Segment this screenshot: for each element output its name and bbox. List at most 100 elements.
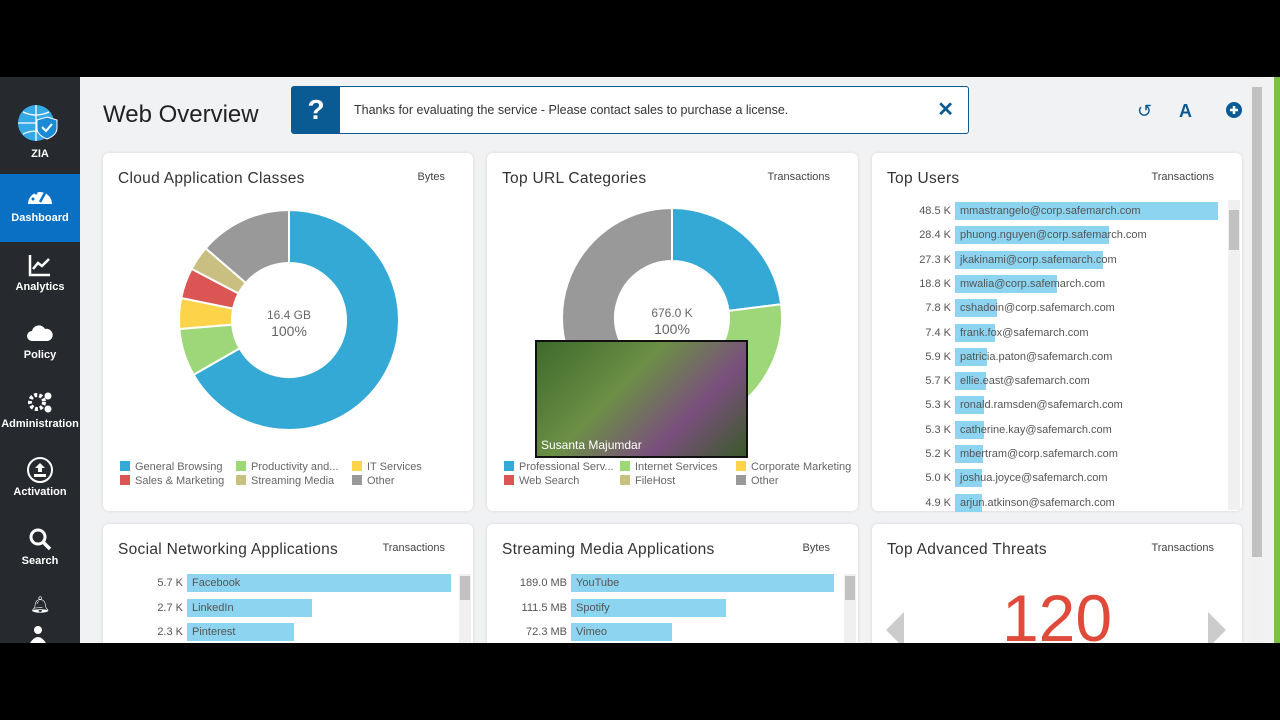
legend-item[interactable]: Internet Services: [620, 461, 736, 473]
legend-label: Other: [367, 475, 395, 487]
bar-row[interactable]: 189.0 MB YouTube: [520, 574, 834, 592]
app: ZIA Dashboard Analytics Policy Administrati…: [0, 77, 1280, 643]
cloud-icon: [0, 319, 80, 347]
donut-slice[interactable]: [192, 208, 400, 431]
upload-icon: [0, 456, 80, 484]
sidebar-item-label: Administration: [1, 417, 79, 430]
bar-row[interactable]: 5.2 K mbertram@corp.safemarch.com: [925, 445, 1218, 463]
scrollbar[interactable]: [1228, 200, 1240, 510]
bar: [187, 623, 294, 641]
bar-row[interactable]: 5.7 K ellie.east@safemarch.com: [925, 372, 1218, 391]
zia-logo[interactable]: ZIA: [0, 103, 80, 160]
bar-row[interactable]: 48.5 K mmastrangelo@corp.safemarch.com: [919, 202, 1218, 220]
bar-row[interactable]: 28.4 K phuong.nguyen@corp.safemarch.com: [919, 226, 1218, 245]
scrollbar[interactable]: [844, 574, 856, 643]
legend-item[interactable]: Professional Serv...: [504, 461, 620, 473]
cloud-application-classes-card: Cloud Application Classes Bytes 16.4 GB 1…: [103, 153, 473, 511]
sidebar: ZIA Dashboard Analytics Policy Administrati…: [0, 77, 80, 643]
bar: [187, 598, 313, 617]
sidebar-item-policy[interactable]: Policy: [0, 311, 80, 379]
card-unit: Bytes: [802, 542, 830, 554]
bar-value: 7.4 K: [925, 326, 951, 339]
donut-slice[interactable]: [204, 208, 290, 285]
bar-value: 5.9 K: [925, 350, 951, 363]
add-font-icon[interactable]: A: [1179, 101, 1192, 121]
bar-row[interactable]: 7.8 K cshadoin@corp.safemarch.com: [925, 299, 1218, 318]
bar-row[interactable]: 2.7 K LinkedIn: [157, 598, 451, 617]
bar: [955, 347, 987, 366]
legend-item[interactable]: Corporate Marketing: [736, 461, 852, 473]
bar-row[interactable]: 5.0 K joshua.joyce@safemarch.com: [925, 469, 1218, 488]
bell-icon[interactable]: 🔔︎: [30, 597, 51, 614]
page-scrollbar[interactable]: [1251, 77, 1263, 643]
legend-item[interactable]: General Browsing: [120, 461, 236, 473]
sidebar-item-label: Dashboard: [11, 212, 69, 224]
bar-row[interactable]: 2.3 K Pinterest: [157, 623, 451, 641]
sidebar-item-administration[interactable]: Administration: [0, 380, 80, 448]
legend-item[interactable]: IT Services: [352, 461, 468, 473]
close-banner-button[interactable]: ✕: [937, 99, 954, 121]
legend-swatch: [352, 475, 362, 485]
legend-item[interactable]: FileHost: [620, 475, 736, 487]
bar: [571, 598, 727, 617]
legend-label: IT Services: [367, 461, 422, 473]
center-percent: 100%: [271, 323, 307, 339]
bar-row[interactable]: 5.7 K Facebook: [157, 574, 451, 592]
card-unit: Transactions: [1151, 542, 1214, 554]
legend-swatch: [620, 475, 630, 485]
bar: [955, 469, 983, 488]
bar: [571, 574, 834, 592]
bar-row[interactable]: 111.5 MB Spotify: [522, 598, 834, 617]
legend-item[interactable]: Sales & Marketing: [120, 475, 236, 487]
sidebar-item-activation[interactable]: Activation: [0, 448, 80, 516]
bar-label: mwalia@corp.safemarch.com: [960, 277, 1106, 290]
legend-label: Productivity and...: [251, 461, 339, 473]
card-unit: Transactions: [767, 171, 830, 183]
top-advanced-threats-card: Top Advanced Threats Transactions 120: [872, 524, 1242, 643]
legend-swatch: [504, 475, 514, 485]
analytics-icon: [0, 251, 80, 279]
sidebar-item-dashboard[interactable]: Dashboard: [0, 174, 80, 242]
bar-row[interactable]: 18.8 K mwalia@corp.safemarch.com: [919, 274, 1218, 293]
bar: [955, 445, 984, 463]
bar-label: Spotify: [576, 601, 610, 614]
bar-row[interactable]: 5.9 K patricia.paton@safemarch.com: [925, 347, 1218, 366]
legend-item[interactable]: Web Search: [504, 475, 620, 487]
legend-item[interactable]: Streaming Media: [236, 475, 352, 487]
bar-value: 4.9 K: [925, 496, 951, 509]
card-title: Top URL Categories: [502, 170, 647, 187]
bar-row[interactable]: 27.3 K jkakinami@corp.safemarch.com: [919, 250, 1218, 269]
undo-icon[interactable]: ↺: [1137, 101, 1153, 121]
prev-arrow-icon[interactable]: [886, 612, 904, 643]
legend-item[interactable]: Other: [736, 475, 852, 487]
license-banner: ? Thanks for evaluating the service - Pl…: [291, 86, 969, 134]
legend-swatch: [120, 461, 130, 471]
add-widget-icon[interactable]: [1225, 101, 1243, 124]
bar-row[interactable]: 72.3 MB Vimeo: [526, 623, 834, 641]
donut-slice[interactable]: [671, 206, 783, 312]
next-arrow-icon[interactable]: [1208, 612, 1226, 643]
legend-swatch: [736, 475, 746, 485]
bar-row[interactable]: 5.3 K catherine.kay@safemarch.com: [925, 420, 1218, 439]
legend-swatch: [620, 461, 630, 471]
legend-item[interactable]: Productivity and...: [236, 461, 352, 473]
user-icon[interactable]: [30, 625, 46, 643]
bar-value: 2.3 K: [157, 626, 183, 638]
threat-count[interactable]: 120: [1001, 581, 1113, 643]
sidebar-item-search[interactable]: Search: [0, 517, 80, 585]
bar-value: 5.7 K: [925, 375, 951, 388]
scrollbar[interactable]: [459, 574, 471, 643]
bar-row[interactable]: 5.3 K ronald.ramsden@safemarch.com: [925, 396, 1218, 415]
bar-row[interactable]: 4.9 K arjun.atkinson@safemarch.com: [925, 493, 1218, 512]
legend-swatch: [236, 475, 246, 485]
edge-strip: [1274, 77, 1280, 643]
bar-value: 48.5 K: [919, 205, 951, 217]
bar-value: 2.7 K: [157, 601, 183, 614]
legend-swatch: [736, 461, 746, 471]
sidebar-item-analytics[interactable]: Analytics: [0, 243, 80, 311]
banner-message: Thanks for evaluating the service - Plea…: [354, 103, 789, 117]
legend-item[interactable]: Other: [352, 475, 468, 487]
center-value: 676.0 K: [651, 306, 692, 320]
bar-row[interactable]: 7.4 K frank.fox@safemarch.com: [925, 323, 1218, 342]
legend-label: Professional Serv...: [519, 461, 614, 473]
